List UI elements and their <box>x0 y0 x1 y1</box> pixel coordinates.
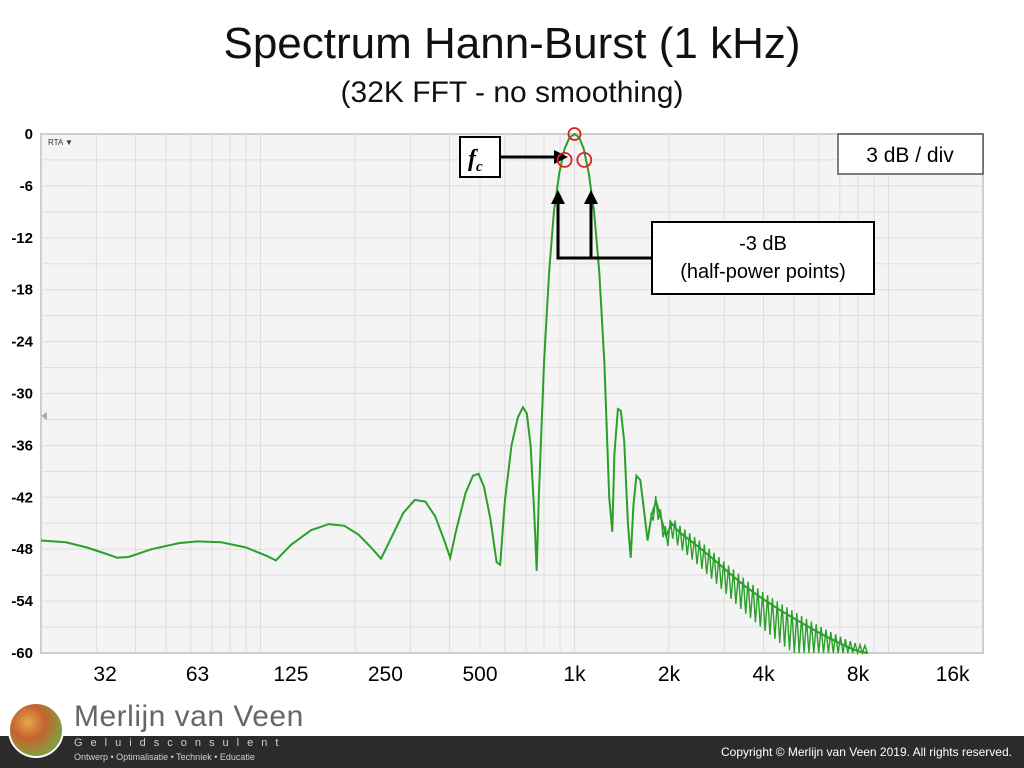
half-power-marker <box>576 151 593 168</box>
copyright-text: Copyright © Merlijn van Veen 2019. All r… <box>721 745 1012 759</box>
x-tick-label: 1k <box>563 663 586 686</box>
scale-box-label: 3 dB / div <box>866 144 954 167</box>
y-tick-label: -60 <box>11 645 33 662</box>
level-marker-icon[interactable] <box>41 412 47 420</box>
fc-label-sub: c <box>476 159 483 175</box>
fc-label: fc <box>468 146 483 175</box>
y-tick-label: -6 <box>20 178 33 195</box>
fc-marker <box>567 127 582 141</box>
half-power-line1: -3 dB <box>739 233 787 255</box>
brand-name: Merlijn van Veen <box>74 700 304 733</box>
x-tick-label: 125 <box>273 663 308 686</box>
half-power-connector <box>556 200 652 260</box>
x-tick-label: 63 <box>186 663 209 686</box>
brand-tagline: Ontwerp • Optimalisatie • Techniek • Edu… <box>74 752 255 762</box>
rta-label[interactable]: RTA ▼ <box>48 138 73 147</box>
scale-box: 3 dB / div <box>837 133 984 175</box>
y-tick-label: 0 <box>25 126 33 143</box>
brand-subtitle: Geluidsconsulent <box>74 737 287 749</box>
x-tick-label: 16k <box>936 663 970 686</box>
spectrum-ripple <box>650 496 868 656</box>
half-power-arrowhead-right <box>584 190 598 204</box>
half-power-marker <box>556 151 573 168</box>
annotations: fc -3 dB (half-power points) <box>459 136 875 295</box>
x-tick-label: 250 <box>368 663 403 686</box>
y-tick-label: -48 <box>11 541 33 558</box>
x-tick-label: 8k <box>847 663 870 686</box>
y-tick-label: -18 <box>11 282 33 299</box>
half-power-line2: (half-power points) <box>680 261 846 283</box>
half-power-arrowhead-left <box>551 190 565 204</box>
y-tick-label: -42 <box>11 489 33 506</box>
x-tick-label: 4k <box>752 663 775 686</box>
brand-logo-icon <box>8 702 64 758</box>
grid-lines <box>40 133 984 654</box>
y-tick-label: -24 <box>11 334 33 351</box>
fc-label-main: f <box>468 146 478 172</box>
y-axis-labels: 0 -6 -12 -18 -24 -30 -36 -42 -48 -54 -60 <box>11 126 33 662</box>
y-tick-label: -12 <box>11 230 33 247</box>
x-tick-label: 32 <box>93 663 116 686</box>
footer-bar: Copyright © Merlijn van Veen 2019. All r… <box>0 736 1024 768</box>
ripple-line <box>650 496 868 656</box>
x-tick-label: 500 <box>462 663 497 686</box>
markers <box>556 127 593 168</box>
y-tick-label: -36 <box>11 437 33 454</box>
x-axis-labels: 32 63 125 250 500 1k 2k 4k 8k 16k <box>93 663 970 686</box>
spectrum-line <box>40 132 869 654</box>
x-tick-label: 2k <box>658 663 681 686</box>
page-title: Spectrum Hann-Burst (1 kHz) <box>223 19 801 68</box>
y-tick-label: -30 <box>11 386 33 403</box>
y-tick-label: -54 <box>11 593 33 610</box>
page-subtitle: (32K FFT - no smoothing) <box>340 76 684 109</box>
